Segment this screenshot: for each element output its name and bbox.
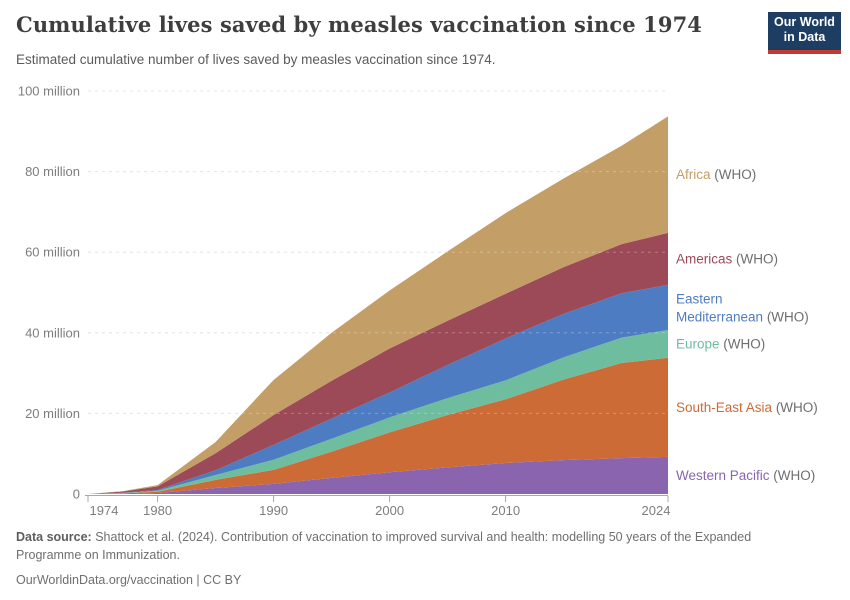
legend-western-pacific[interactable]: Western Pacific (WHO) bbox=[676, 468, 815, 483]
y-tick-label-60: 60 million bbox=[25, 245, 80, 260]
y-tick-label-100: 100 million bbox=[18, 84, 80, 99]
page-title: Cumulative lives saved by measles vaccin… bbox=[16, 12, 702, 37]
legend-americas[interactable]: Americas (WHO) bbox=[676, 251, 778, 266]
area-eastern-mediterranean[interactable] bbox=[88, 284, 668, 494]
chart-footer: Data source: Shattock et al. (2024). Con… bbox=[16, 528, 796, 589]
y-tick-label-0: 0 bbox=[73, 487, 80, 502]
y-tick-label-80: 80 million bbox=[25, 164, 80, 179]
y-tick-label-20: 20 million bbox=[25, 406, 80, 421]
legend-europe[interactable]: Europe (WHO) bbox=[676, 336, 765, 351]
x-tick-label-2010: 2010 bbox=[491, 503, 520, 518]
data-source-label: Data source: bbox=[16, 530, 92, 544]
area-western-pacific[interactable] bbox=[88, 456, 668, 494]
chart-subtitle: Estimated cumulative number of lives sav… bbox=[16, 52, 496, 67]
x-tick-label-2024: 2024 bbox=[642, 503, 671, 518]
owid-logo-line2: in Data bbox=[783, 30, 826, 44]
x-tick-label-1990: 1990 bbox=[259, 503, 288, 518]
footer-link[interactable]: OurWorldinData.org/vaccination | CC BY bbox=[16, 573, 242, 588]
area-europe[interactable] bbox=[88, 329, 668, 494]
y-tick-label-40: 40 million bbox=[25, 325, 80, 340]
area-south-east-asia[interactable] bbox=[88, 357, 668, 494]
x-tick-label-2000: 2000 bbox=[375, 503, 404, 518]
data-source-text: Shattock et al. (2024). Contribution of … bbox=[16, 530, 752, 563]
area-americas[interactable] bbox=[88, 232, 668, 494]
x-tick-label-1974: 1974 bbox=[90, 503, 119, 518]
legend-eastern-mediterranean[interactable]: Eastern Mediterranean (WHO) bbox=[676, 291, 809, 324]
data-source-note: Data source: Shattock et al. (2024). Con… bbox=[16, 528, 796, 564]
x-tick-label-1980: 1980 bbox=[143, 503, 172, 518]
owid-logo[interactable]: Our World in Data bbox=[768, 12, 841, 54]
legend-south-east-asia[interactable]: South-East Asia (WHO) bbox=[676, 400, 818, 415]
owid-logo-line1: Our World bbox=[774, 15, 835, 29]
legend-africa[interactable]: Africa (WHO) bbox=[676, 167, 756, 182]
area-africa[interactable] bbox=[88, 116, 668, 494]
